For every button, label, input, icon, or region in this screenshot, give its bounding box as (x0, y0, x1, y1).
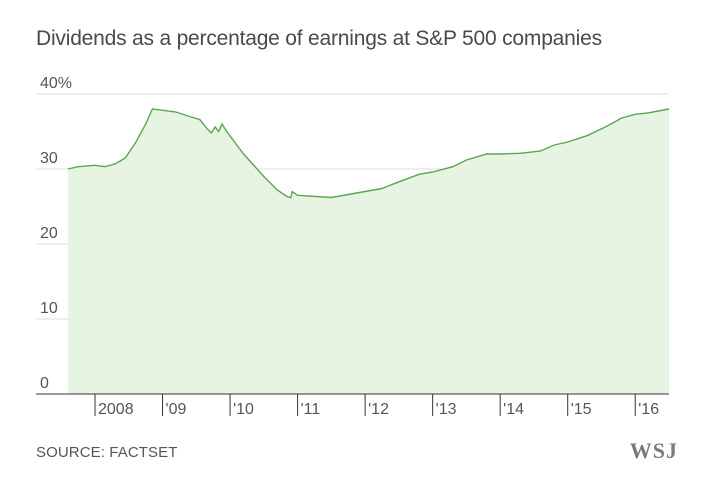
x-tick-label: '15 (571, 401, 592, 418)
y-tick-label: 20 (40, 225, 58, 242)
x-tick-label: '12 (368, 401, 389, 418)
y-tick-label: 0 (40, 375, 49, 392)
x-tick-label: '10 (233, 401, 254, 418)
x-axis-ticks: 2008 '09 '10 '11 '12 '13 '14 '15 '16 (94, 394, 659, 418)
wsj-logo: WSJ (629, 438, 678, 463)
series-line (67, 108, 670, 199)
x-tick-label: '16 (638, 401, 659, 418)
y-tick-label: 10 (40, 300, 58, 317)
x-tick-label: '14 (503, 401, 524, 418)
series-area (68, 109, 669, 394)
x-tick-label: '13 (436, 401, 457, 418)
y-tick-label: 30 (40, 150, 58, 167)
x-tick-label: 2008 (98, 401, 134, 418)
x-tick-label: '11 (301, 401, 321, 418)
y-axis-ticks: 40% 30 20 10 0 (40, 75, 72, 392)
y-tick-label: 40% (40, 75, 72, 92)
chart-title: Dividends as a percentage of earnings at… (36, 27, 602, 50)
source-note: SOURCE: FACTSET (36, 444, 178, 461)
x-tick-label: '09 (166, 401, 187, 418)
